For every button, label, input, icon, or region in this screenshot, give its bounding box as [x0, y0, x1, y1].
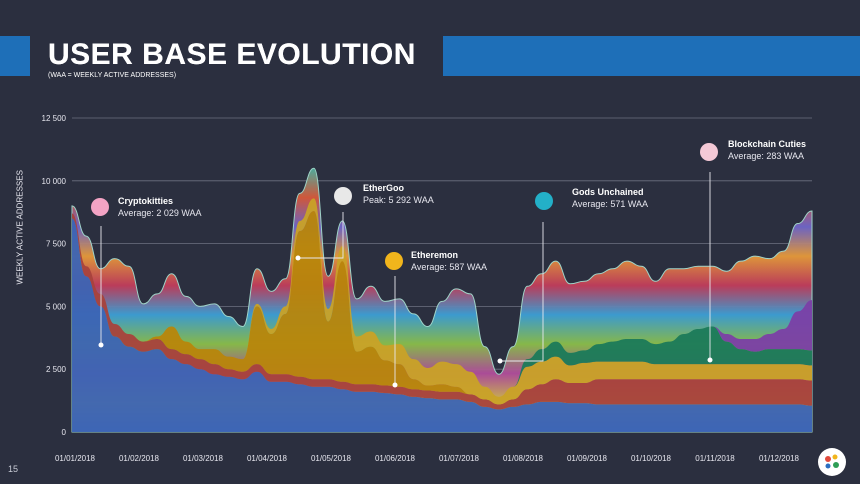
- header-accent-left: [0, 36, 30, 76]
- gods-unchained-icon: [535, 192, 553, 210]
- page-title: USER BASE EVOLUTION: [48, 38, 416, 71]
- annotation-title-gods-unchained: Gods Unchained: [572, 187, 644, 197]
- area-cryptokitties: [72, 218, 812, 432]
- blockchain-cuties-icon: [700, 143, 718, 161]
- y-tick-label: 10 000: [42, 177, 67, 186]
- x-tick-label: 01/12/2018: [759, 454, 800, 463]
- annotation-value-etheremon: Average: 587 WAA: [411, 262, 487, 272]
- area-red-series: [72, 213, 812, 410]
- x-axis-ticks: 01/01/2018 01/02/2018 01/03/2018 01/04/2018…: [55, 454, 800, 463]
- annotations: Cryptokitties Average: 2 029 WAA EtherGoo P…: [91, 139, 806, 388]
- annotation-dot-ethergoo: [295, 255, 301, 261]
- annotation-value-ethergoo: Peak: 5 292 WAA: [363, 195, 434, 205]
- annotation-leader-ethergoo: [298, 212, 344, 259]
- annotation-value-blockchain-cuties: Average: 283 WAA: [728, 151, 804, 161]
- x-tick-label: 01/05/2018: [311, 454, 352, 463]
- y-tick-label: 5 000: [46, 302, 67, 311]
- annotation-value-cryptokitties: Average: 2 029 WAA: [118, 208, 202, 218]
- annotation-leader-gods-unchained: [500, 222, 544, 362]
- annotation-title-cryptokitties: Cryptokitties: [118, 196, 173, 206]
- page-number: 15: [8, 464, 19, 474]
- x-tick-label: 01/07/2018: [439, 454, 480, 463]
- x-tick-label: 01/08/2018: [503, 454, 544, 463]
- x-tick-label: 01/11/2018: [695, 454, 735, 463]
- cryptokitties-icon: [91, 198, 109, 216]
- x-tick-label: 01/04/2018: [247, 454, 288, 463]
- annotation-dot-etheremon: [392, 382, 398, 388]
- annotation-dot-cryptokitties: [98, 342, 104, 348]
- x-tick-label: 01/09/2018: [567, 454, 608, 463]
- area-layers: [71, 167, 813, 433]
- brand-logo: [818, 448, 846, 476]
- annotation-value-gods-unchained: Average: 571 WAA: [572, 199, 648, 209]
- annotation-title-ethergoo: EtherGoo: [363, 183, 405, 193]
- y-tick-label: 2 500: [46, 365, 67, 374]
- ethergoo-icon: [334, 187, 352, 205]
- y-tick-label: 7 500: [46, 240, 67, 249]
- area-gods-unchained: [72, 198, 812, 397]
- x-tick-label: 01/06/2018: [375, 454, 416, 463]
- etheremon-icon: [385, 252, 403, 270]
- x-tick-label: 01/02/2018: [119, 454, 160, 463]
- annotation-title-etheremon: Etheremon: [411, 250, 458, 260]
- annotation-dot-gods-unchained: [497, 358, 503, 364]
- area-ethergoo: [72, 210, 812, 405]
- x-tick-label: 01/03/2018: [183, 454, 224, 463]
- y-tick-label: 0: [62, 428, 67, 437]
- x-tick-label: 01/10/2018: [631, 454, 672, 463]
- y-axis-ticks: 0 2 500 5 000 7 500 10 000 12 500: [42, 114, 67, 437]
- page-subtitle: (WAA = WEEKLY ACTIVE ADDRESSES): [48, 72, 177, 79]
- area-etheremon: [72, 198, 812, 405]
- annotation-title-blockchain-cuties: Blockchain Cuties: [728, 139, 806, 149]
- x-tick-label: 01/01/2018: [55, 454, 96, 463]
- header-accent-right: [443, 36, 860, 76]
- y-tick-label: 12 500: [42, 114, 67, 123]
- annotation-dot-blockchain-cuties: [707, 357, 713, 363]
